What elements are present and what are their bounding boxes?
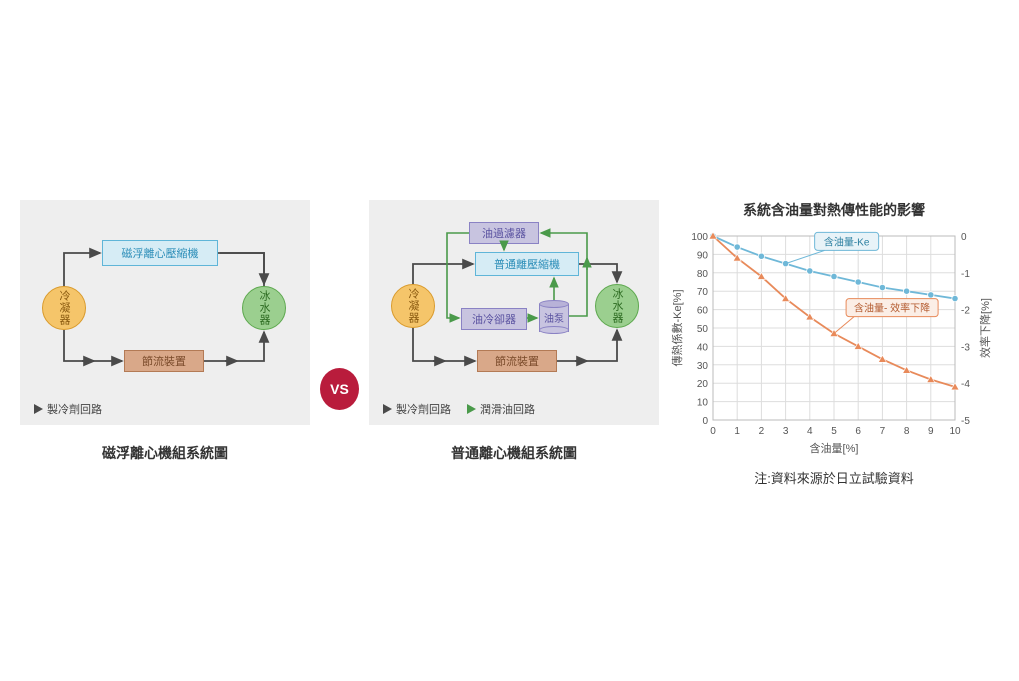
label: 油冷卻器 xyxy=(472,311,516,327)
svg-text:9: 9 xyxy=(928,426,934,437)
svg-text:100: 100 xyxy=(691,232,708,243)
svg-text:0: 0 xyxy=(702,416,708,427)
legend-item-oil: 潤滑油回路 xyxy=(467,401,535,417)
legend-label: 製冷劑回路 xyxy=(396,401,451,417)
svg-text:-1: -1 xyxy=(961,269,970,280)
right-caption: 普通離心機組系統圖 xyxy=(369,443,659,463)
legend-item-refrigerant: 製冷劑回路 xyxy=(383,401,451,417)
svg-text:0: 0 xyxy=(961,232,967,243)
svg-text:含油量- 效率下降: 含油量- 效率下降 xyxy=(854,302,930,315)
label: 油過濾器 xyxy=(482,225,526,241)
svg-text:-2: -2 xyxy=(961,306,970,317)
svg-text:70: 70 xyxy=(697,287,709,298)
svg-text:50: 50 xyxy=(697,324,709,335)
vs-badge: VS xyxy=(320,368,359,410)
svg-text:40: 40 xyxy=(697,342,709,353)
svg-text:1: 1 xyxy=(734,426,740,437)
svg-text:3: 3 xyxy=(783,426,789,437)
svg-text:含油量[%]: 含油量[%] xyxy=(810,441,859,455)
node-evaporator-right: 冰水器 xyxy=(595,284,639,328)
legend-label: 製冷劑回路 xyxy=(47,401,102,417)
svg-text:-5: -5 xyxy=(961,416,970,427)
chart-title: 系統含油量對熱傳性能的影響 xyxy=(669,200,999,220)
svg-text:-4: -4 xyxy=(961,379,970,390)
svg-text:10: 10 xyxy=(697,398,709,409)
svg-text:2: 2 xyxy=(759,426,765,437)
label: 節流裝置 xyxy=(142,353,186,369)
svg-text:90: 90 xyxy=(697,250,709,261)
node-compressor-left: 磁浮離心壓縮機 xyxy=(102,240,218,266)
left-panel: 磁浮離心壓縮機 冷凝器 冰水器 節流裝置 xyxy=(20,200,310,463)
node-oil-pump: 油泵 xyxy=(539,300,569,334)
right-panel: 油過濾器 普通離壓縮機 冷凝器 冰水器 油冷卻器 油泵 xyxy=(369,200,659,463)
svg-text:5: 5 xyxy=(831,426,837,437)
node-throttle-right: 節流裝置 xyxy=(477,350,557,372)
svg-text:20: 20 xyxy=(697,379,709,390)
svg-text:傳熱係數-Ke[%]: 傳熱係數-Ke[%] xyxy=(671,289,684,366)
node-oil-cooler: 油冷卻器 xyxy=(461,308,527,330)
line-chart: 01020304050607080901000123456789100-1-2-… xyxy=(669,226,999,456)
legend-right: 製冷劑回路 潤滑油回路 xyxy=(383,401,535,417)
legend-label: 潤滑油回路 xyxy=(480,401,535,417)
node-throttle-left: 節流裝置 xyxy=(124,350,204,372)
label: 冰水器 xyxy=(609,288,625,324)
svg-text:效率下降[%]: 效率下降[%] xyxy=(978,298,992,358)
svg-text:10: 10 xyxy=(949,426,961,437)
label: 冰水器 xyxy=(256,290,272,326)
svg-text:含油量-Ke: 含油量-Ke xyxy=(824,235,870,248)
svg-text:7: 7 xyxy=(880,426,886,437)
chart-note: 注:資料來源於日立試驗資料 xyxy=(669,468,999,487)
svg-text:4: 4 xyxy=(807,426,813,437)
svg-text:30: 30 xyxy=(697,361,709,372)
node-condenser-left: 冷凝器 xyxy=(42,286,86,330)
legend-item-refrigerant: 製冷劑回路 xyxy=(34,401,102,417)
left-caption: 磁浮離心機組系統圖 xyxy=(20,443,310,463)
svg-text:8: 8 xyxy=(904,426,910,437)
node-compressor-right: 普通離壓縮機 xyxy=(475,252,579,276)
legend-left: 製冷劑回路 xyxy=(34,401,102,417)
triangle-icon xyxy=(34,404,43,414)
node-evaporator-left: 冰水器 xyxy=(242,286,286,330)
svg-text:-3: -3 xyxy=(961,342,970,353)
main-container: 磁浮離心壓縮機 冷凝器 冰水器 節流裝置 xyxy=(0,0,1019,487)
label: 冷凝器 xyxy=(405,288,421,324)
svg-text:0: 0 xyxy=(710,426,716,437)
triangle-icon xyxy=(467,404,476,414)
svg-text:6: 6 xyxy=(855,426,861,437)
chart-panel: 系統含油量對熱傳性能的影響 01020304050607080901000123… xyxy=(669,200,999,487)
left-diagram: 磁浮離心壓縮機 冷凝器 冰水器 節流裝置 xyxy=(20,200,310,425)
label: 冷凝器 xyxy=(56,290,72,326)
label: 普通離壓縮機 xyxy=(494,256,560,272)
triangle-icon xyxy=(383,404,392,414)
right-diagram: 油過濾器 普通離壓縮機 冷凝器 冰水器 油冷卻器 油泵 xyxy=(369,200,659,425)
label: 油泵 xyxy=(539,310,569,325)
vs-text: VS xyxy=(330,381,349,397)
label: 節流裝置 xyxy=(495,353,539,369)
svg-text:60: 60 xyxy=(697,306,709,317)
node-oil-filter: 油過濾器 xyxy=(469,222,539,244)
label: 磁浮離心壓縮機 xyxy=(122,245,199,261)
node-condenser-right: 冷凝器 xyxy=(391,284,435,328)
svg-text:80: 80 xyxy=(697,269,709,280)
